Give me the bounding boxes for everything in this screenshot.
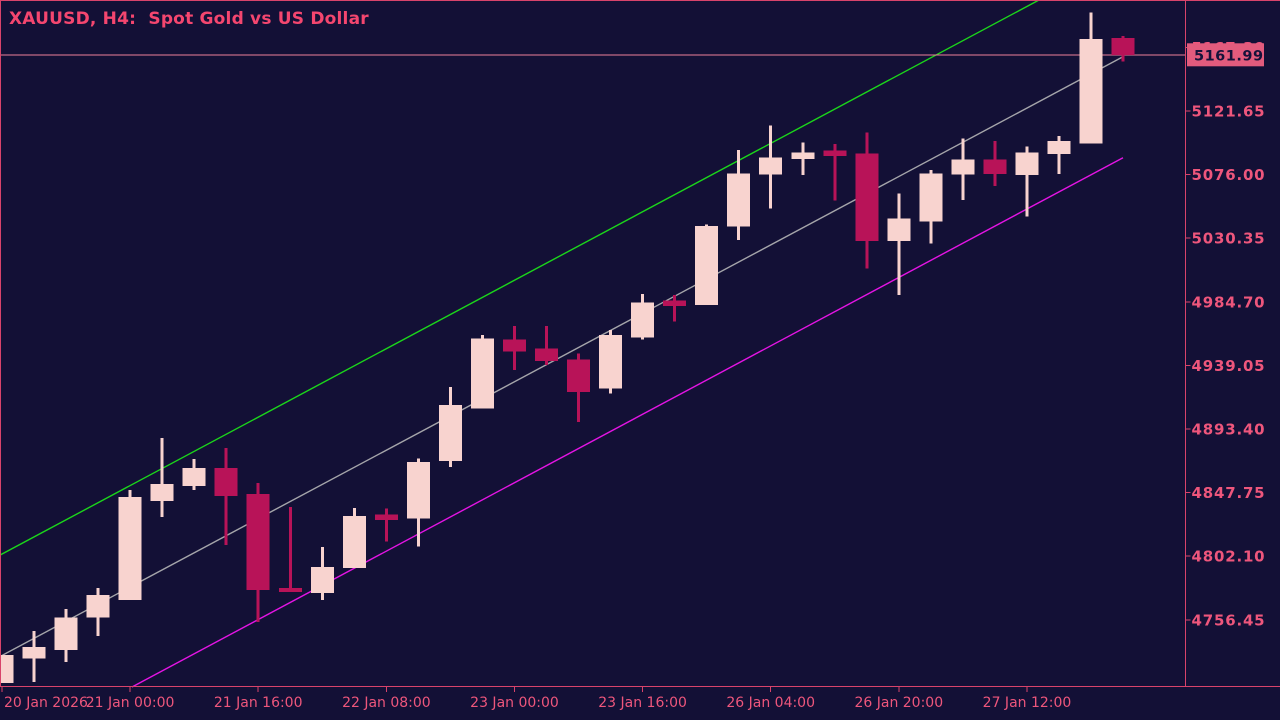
- candle-body-6: [182, 468, 206, 487]
- channel-line-upper: [0, 0, 1040, 556]
- candle-body-14: [438, 405, 462, 461]
- candle-body-0: [0, 655, 14, 683]
- candle-body-33: [1047, 141, 1071, 155]
- x-tick-label-5: 23 Jan 16:00: [598, 695, 687, 711]
- current-price-badge: 5161.99: [1187, 43, 1264, 67]
- channel-line-middle: [0, 56, 1123, 658]
- candle-body-29: [919, 173, 943, 222]
- price-badge-background: [1187, 43, 1264, 67]
- y-tick-label-2: 5076.00: [1192, 166, 1266, 184]
- candle-body-3: [86, 595, 110, 618]
- x-tick-label-6: 26 Jan 04:00: [726, 695, 815, 711]
- candle-body-24: [759, 157, 783, 175]
- channel-lines[interactable]: [0, 0, 1124, 688]
- candle-body-13: [406, 461, 430, 519]
- y-tick-label-9: 4756.45: [1192, 611, 1266, 629]
- x-tick-label-3: 22 Jan 08:00: [342, 695, 431, 711]
- price-badge-value: 5161.99: [1194, 48, 1264, 64]
- candle-body-25: [791, 152, 815, 160]
- candle-body-31: [983, 159, 1007, 175]
- candle-body-27: [855, 153, 879, 242]
- candle-body-21: [663, 300, 687, 306]
- candle-body-28: [887, 218, 911, 241]
- chart-frame: [0, 0, 1280, 687]
- x-tick-label-0: 20 Jan 2026: [4, 695, 88, 711]
- candle-body-26: [823, 150, 847, 156]
- candle-body-5: [150, 484, 174, 501]
- candle-body-32: [1015, 152, 1039, 175]
- chart-title: XAUUSD, H4: Spot Gold vs US Dollar: [9, 9, 369, 29]
- y-axis[interactable]: 5167.305121.655076.005030.354984.704939.…: [1185, 39, 1266, 629]
- candle-body-19: [599, 335, 623, 389]
- candle-body-16: [503, 339, 526, 352]
- candle-body-2: [54, 617, 78, 651]
- candle-body-11: [342, 516, 366, 568]
- x-tick-label-8: 27 Jan 12:00: [983, 695, 1072, 711]
- candle-body-1: [22, 647, 46, 659]
- candle-body-23: [727, 173, 751, 227]
- candle-body-8: [246, 494, 270, 591]
- candle-body-4: [118, 497, 142, 601]
- candles: [0, 12, 1135, 683]
- y-tick-label-1: 5121.65: [1192, 103, 1266, 121]
- candle-body-35: [1111, 38, 1135, 55]
- y-tick-label-5: 4939.05: [1192, 357, 1266, 375]
- x-tick-label-2: 21 Jan 16:00: [214, 695, 303, 711]
- x-tick-label-7: 26 Jan 20:00: [854, 695, 943, 711]
- candle-body-9: [278, 588, 302, 592]
- x-tick-label-1: 21 Jan 00:00: [86, 695, 175, 711]
- candle-body-18: [567, 359, 590, 392]
- candle-body-10: [310, 567, 334, 594]
- candle-body-7: [214, 468, 238, 497]
- candle-body-12: [374, 514, 398, 521]
- candle-body-20: [631, 302, 655, 338]
- candle-body-30: [951, 159, 975, 175]
- y-tick-label-4: 4984.70: [1192, 293, 1266, 311]
- candle-body-22: [695, 226, 719, 305]
- candle-body-15: [471, 338, 494, 409]
- channel-line-lower: [131, 157, 1124, 688]
- candle-body-34: [1079, 39, 1103, 144]
- y-tick-label-8: 4802.10: [1192, 548, 1266, 566]
- y-tick-label-6: 4893.40: [1192, 421, 1266, 439]
- y-tick-label-7: 4847.75: [1192, 484, 1266, 502]
- x-tick-label-4: 23 Jan 00:00: [470, 695, 559, 711]
- candle-body-17: [535, 348, 558, 361]
- y-tick-label-3: 5030.35: [1192, 230, 1266, 248]
